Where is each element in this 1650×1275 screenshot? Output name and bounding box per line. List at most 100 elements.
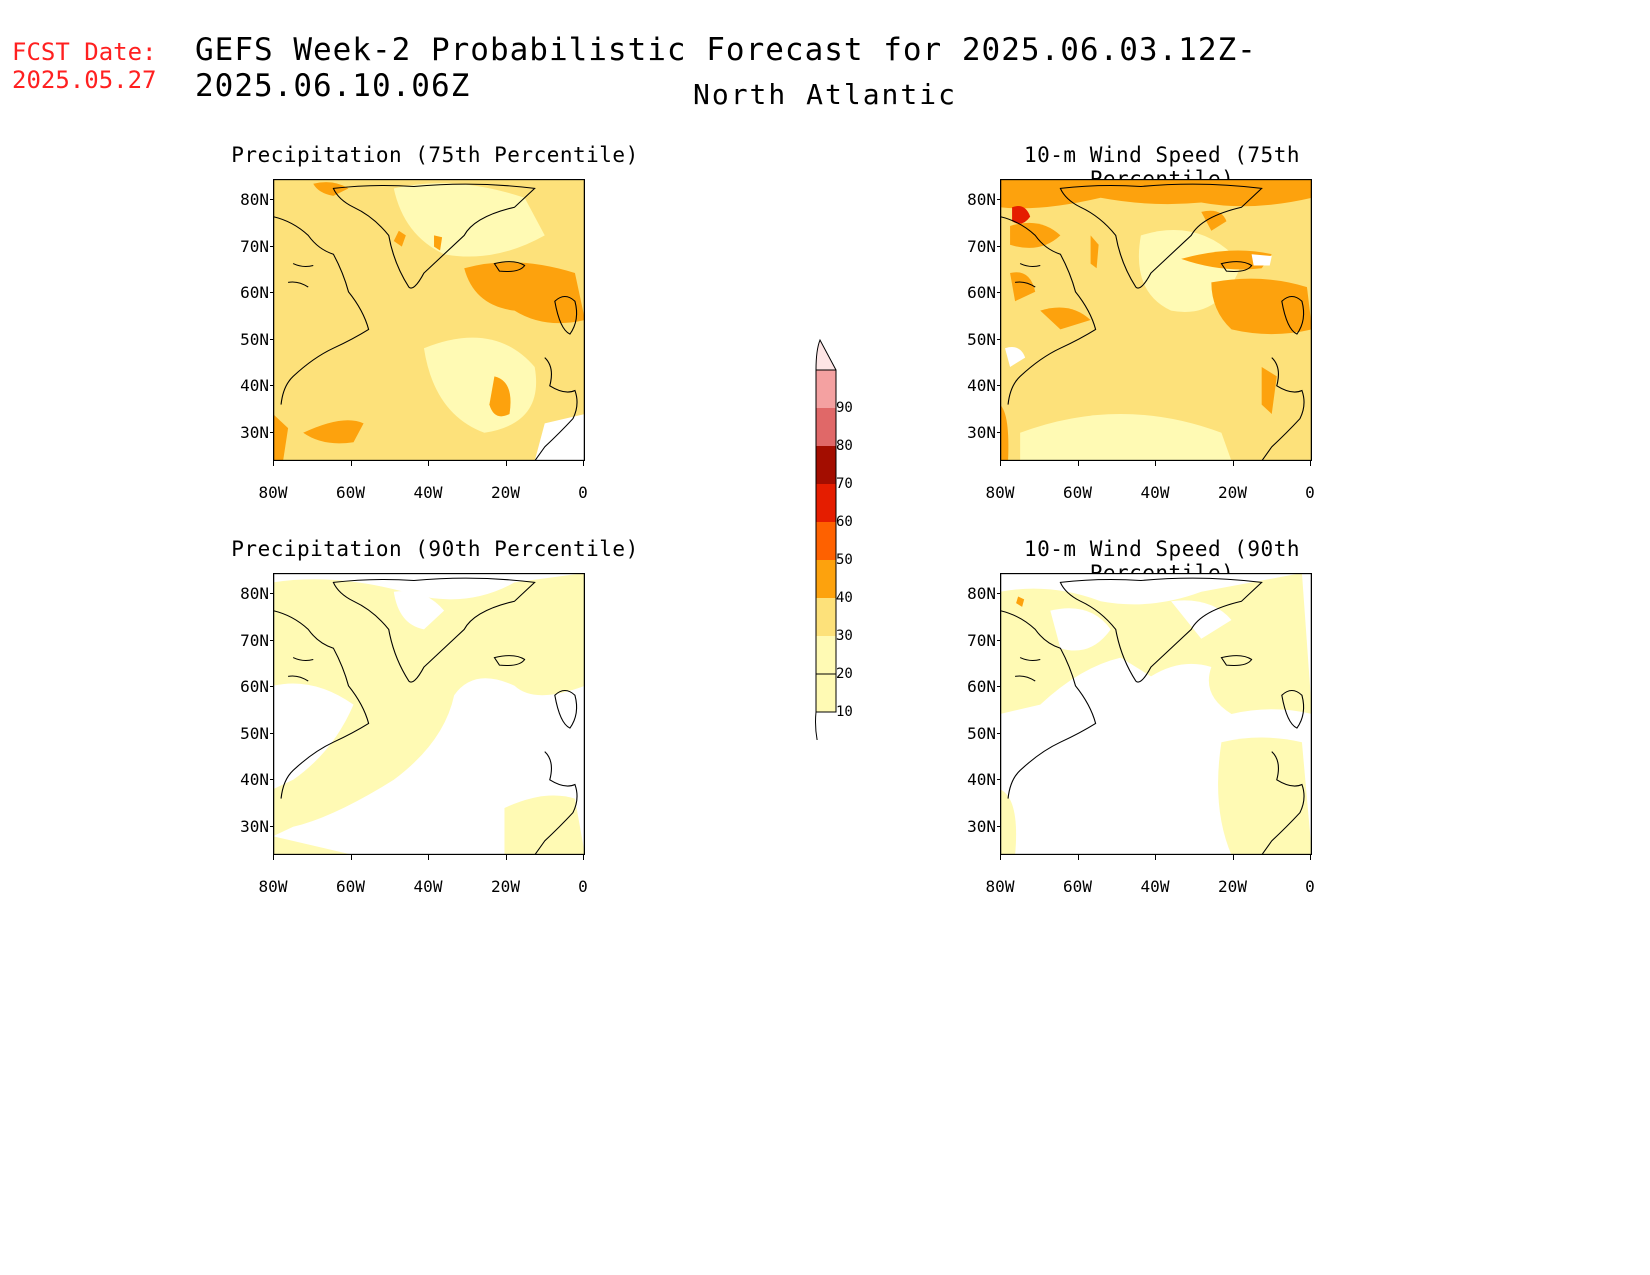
coastline (554, 689, 578, 729)
lon-tick-label: 60W (336, 483, 365, 502)
coastline (287, 657, 314, 682)
probability-contour (1012, 206, 1031, 224)
lat-tick-label: 70N (240, 236, 269, 256)
probability-contour (1020, 414, 1232, 461)
lon-tick (273, 855, 274, 860)
lat-tick (270, 825, 274, 827)
probability-contour (1181, 250, 1272, 270)
panel-wind-90: 10-m Wind Speed (90th Percentile)80N70N6… (952, 537, 1372, 917)
lon-tick (428, 461, 429, 466)
coastline (1220, 655, 1253, 666)
lat-tick (997, 686, 1001, 687)
probability-contour (444, 714, 585, 801)
lon-tick (1310, 461, 1311, 466)
lat-tick (270, 639, 274, 641)
coastline (1281, 295, 1305, 335)
lon-tick (505, 855, 507, 860)
probability-field (1000, 179, 1312, 461)
lon-tick (583, 461, 584, 466)
lat-tick (997, 779, 1001, 780)
legend-swatch (816, 370, 836, 408)
lat-tick (997, 292, 1001, 293)
lon-tick-label: 20W (491, 877, 520, 896)
lat-tick-label: 60N (240, 283, 269, 302)
lat-tick (997, 732, 1001, 734)
lon-tick (1000, 855, 1001, 860)
page-title: GEFS Week-2 Probabilistic Forecast for 2… (195, 32, 1257, 104)
probability-contour (434, 235, 443, 251)
lon-tick-label: 20W (1218, 483, 1247, 502)
panel-title: Precipitation (75th Percentile) (231, 143, 639, 167)
lon-tick-label: 0 (578, 483, 588, 502)
lat-tick (270, 245, 274, 247)
lat-tick (270, 199, 274, 200)
probability-contour (1171, 600, 1232, 639)
probability-contour (273, 414, 289, 461)
legend-swatch (816, 408, 836, 446)
coastline (1000, 610, 1097, 799)
lat-tick-label: 70N (240, 630, 269, 650)
lon-tick-label: 80W (985, 483, 1015, 502)
lat-tick-label: 60N (967, 283, 996, 302)
lon-tick-label: 40W (1140, 877, 1170, 896)
lon-tick (583, 855, 584, 860)
lon-tick-label: 0 (1305, 877, 1315, 896)
color-legend: 10 20 30 40 50 60 70 80 90 (800, 330, 870, 740)
lat-tick-label: 30N (967, 422, 996, 442)
lon-tick (1155, 855, 1156, 860)
lat-tick-label: 70N (967, 236, 996, 256)
lon-tick (428, 855, 429, 860)
legend-level-label: 80 (836, 438, 853, 454)
lat-tick (997, 593, 1001, 594)
lon-tick-label: 40W (413, 483, 443, 502)
legend-swatch (816, 484, 836, 522)
coastline (287, 263, 314, 288)
coastline (493, 655, 526, 666)
legend-swatch (816, 522, 836, 560)
lat-tick-label: 50N (240, 329, 269, 349)
probability-contour (534, 414, 585, 461)
lon-tick (1232, 461, 1234, 466)
coastline (1281, 689, 1305, 729)
legend-swatch (815, 673, 837, 713)
lat-tick (270, 292, 274, 293)
probability-contour (1261, 367, 1277, 414)
panel-precip-75: Precipitation (75th Percentile) 80N 70N 60N… (225, 143, 645, 523)
panel-precip-90: Precipitation (90th Percentile) 80N 70N 60N… (225, 537, 645, 917)
probability-contour (1040, 307, 1091, 330)
coastline (273, 610, 370, 799)
probability-contour (273, 683, 354, 790)
legend-swatch (816, 598, 836, 636)
coastline (1261, 357, 1305, 461)
coastline (332, 183, 536, 289)
lat-tick-label: 50N (967, 329, 996, 349)
legend-level-label: 20 (836, 666, 853, 682)
lat-tick (270, 593, 274, 594)
coastline (1014, 263, 1041, 288)
probability-contour (1000, 573, 1312, 714)
probability-contour (1016, 596, 1025, 607)
lon-tick (273, 461, 274, 466)
lon-tick-label: 0 (1305, 483, 1315, 502)
probability-contour (393, 230, 406, 247)
probability-field (273, 573, 585, 855)
lat-tick-label: 50N (967, 723, 996, 743)
lon-tick-label: 80W (985, 877, 1015, 896)
probability-contour (303, 420, 364, 444)
lon-tick-label: 0 (578, 877, 588, 896)
lon-tick-label: 60W (1063, 877, 1092, 896)
coastline (332, 577, 536, 683)
lon-tick (1077, 855, 1079, 860)
legend-level-label: 30 (836, 628, 853, 644)
probability-contour (1201, 210, 1227, 231)
lon-tick (1000, 461, 1001, 466)
lon-tick (1077, 461, 1079, 466)
lat-tick (270, 338, 274, 340)
map-frame (1000, 179, 1312, 461)
lat-tick (997, 245, 1001, 247)
coastline (273, 216, 370, 405)
lat-tick-label: 50N (240, 723, 269, 743)
lon-tick-label: 60W (336, 877, 365, 896)
panel-title: Precipitation (90th Percentile) (231, 537, 639, 561)
lat-tick (270, 385, 274, 386)
